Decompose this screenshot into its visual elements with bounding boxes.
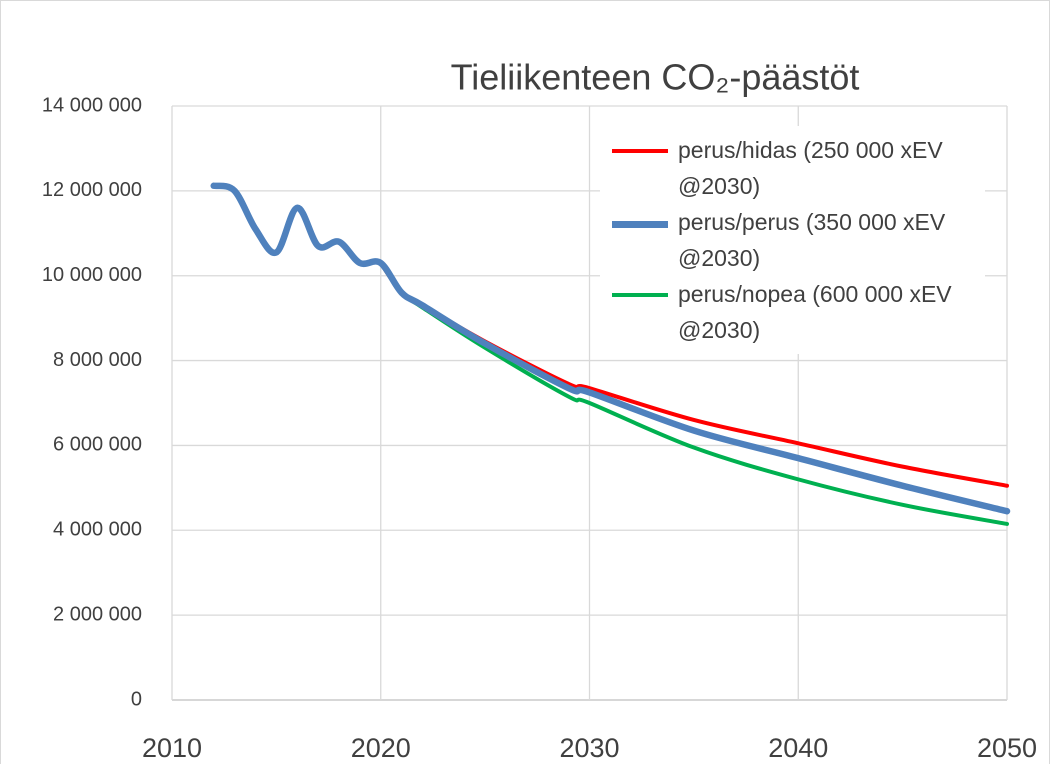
y-tick-label: 2 000 000 (53, 603, 142, 625)
x-tick-label: 2030 (559, 733, 619, 763)
legend-label: perus/nopea (600 000 xEV @2030) (678, 281, 952, 343)
legend-swatch (612, 221, 668, 228)
y-tick-label: 14 000 000 (42, 94, 142, 116)
legend-item: perus/perus (350 000 xEV @2030) (600, 204, 985, 276)
y-tick-label: 6 000 000 (53, 434, 142, 456)
legend-swatch (612, 293, 668, 297)
x-tick-label: 2010 (142, 733, 202, 763)
y-tick-label: 8 000 000 (53, 349, 142, 371)
y-tick-label: 4 000 000 (53, 519, 142, 541)
y-tick-label: 10 000 000 (42, 264, 142, 286)
legend-swatch (612, 149, 668, 153)
legend-label: perus/hidas (250 000 xEV @2030) (678, 137, 943, 199)
x-tick-label: 2050 (977, 733, 1037, 763)
y-tick-label: 0 (131, 688, 142, 710)
legend-item: perus/hidas (250 000 xEV @2030) (600, 132, 985, 204)
x-tick-label: 2040 (768, 733, 828, 763)
legend: perus/hidas (250 000 xEV @2030) perus/per… (600, 126, 985, 354)
legend-item: perus/nopea (600 000 xEV @2030) (600, 276, 985, 348)
y-tick-label: 12 000 000 (42, 179, 142, 201)
chart-title: Tieliikenteen CO₂-päästöt (451, 57, 860, 98)
legend-label: perus/perus (350 000 xEV @2030) (678, 209, 946, 271)
series-line (210, 182, 1011, 515)
x-tick-label: 2020 (351, 733, 411, 763)
